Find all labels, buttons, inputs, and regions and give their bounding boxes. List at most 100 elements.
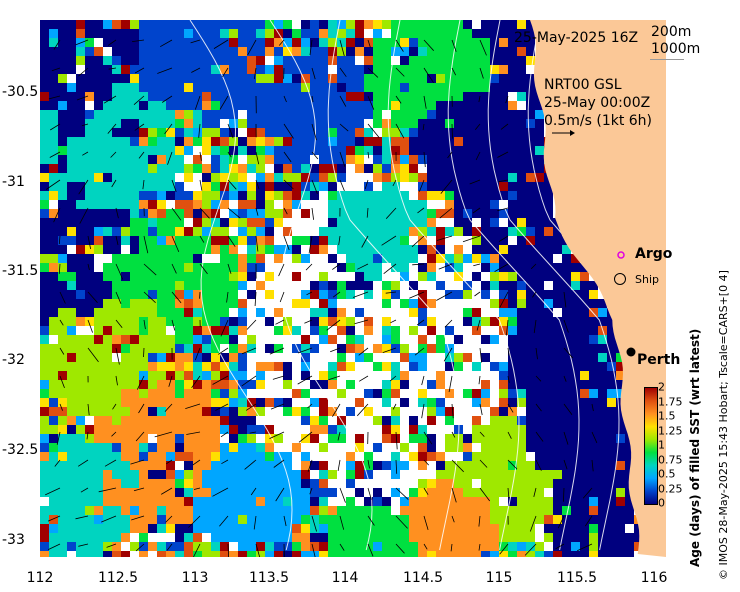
current-arrow xyxy=(366,207,369,218)
sst-cell xyxy=(202,326,211,335)
sst-cell xyxy=(184,299,193,308)
sst-patch xyxy=(571,416,589,434)
sst-cell xyxy=(607,515,616,524)
sst-cell xyxy=(256,191,265,200)
sst-patch xyxy=(139,263,157,281)
sst-cell xyxy=(580,272,589,281)
sst-cell xyxy=(292,407,301,416)
sst-cell xyxy=(274,236,283,245)
sst-cell xyxy=(328,182,337,191)
sst-cell xyxy=(463,398,472,407)
sst-cell xyxy=(382,488,391,497)
sst-cell xyxy=(391,443,400,452)
sst-cell xyxy=(319,317,328,326)
sst-cell xyxy=(364,20,373,29)
sst-cell xyxy=(598,344,607,353)
sst-cell xyxy=(490,20,499,29)
sst-cell xyxy=(247,245,256,254)
sst-patch xyxy=(445,83,463,101)
sst-cell xyxy=(67,416,76,425)
sst-cell xyxy=(319,344,328,353)
sst-cell xyxy=(301,263,310,272)
sst-cell xyxy=(400,461,409,470)
sst-cell xyxy=(472,335,481,344)
sst-cell xyxy=(517,92,526,101)
sst-cell xyxy=(526,119,535,128)
sst-map[interactable] xyxy=(40,20,666,557)
sst-cell xyxy=(481,371,490,380)
sst-cell xyxy=(481,263,490,272)
sst-cell xyxy=(310,236,319,245)
sst-cell xyxy=(247,290,256,299)
sst-cell xyxy=(562,263,571,272)
sst-cell xyxy=(580,371,589,380)
sst-cell xyxy=(625,452,634,461)
sst-cell xyxy=(571,515,580,524)
current-arrow xyxy=(82,151,89,156)
sst-cell xyxy=(544,281,553,290)
sst-cell xyxy=(319,461,328,470)
current-arrow xyxy=(53,207,61,223)
sst-patch xyxy=(166,245,184,263)
sst-cell xyxy=(490,272,499,281)
sst-cell xyxy=(265,146,274,155)
sst-cell xyxy=(301,434,310,443)
current-arrow xyxy=(421,375,425,386)
sst-cell xyxy=(40,209,49,218)
sst-cell xyxy=(382,353,391,362)
sst-cell xyxy=(319,380,328,389)
sst-cell xyxy=(292,47,301,56)
sst-cell xyxy=(580,308,589,317)
sst-cell xyxy=(562,542,571,551)
sst-cell xyxy=(49,200,58,209)
sst-cell xyxy=(517,389,526,398)
sst-cell xyxy=(607,407,616,416)
sst-patch xyxy=(40,146,58,164)
sst-cell xyxy=(301,452,310,461)
sst-patch xyxy=(94,83,112,101)
sst-cell xyxy=(382,335,391,344)
sst-cell xyxy=(292,362,301,371)
current-arrow xyxy=(227,235,236,247)
current-arrow xyxy=(358,347,369,356)
current-arrow xyxy=(255,235,259,252)
sst-cell xyxy=(139,533,148,542)
sst-cell xyxy=(265,407,274,416)
sst-cell xyxy=(319,272,328,281)
sst-cell xyxy=(229,317,238,326)
sst-cell xyxy=(247,308,256,317)
sst-cell xyxy=(49,38,58,47)
sst-cell xyxy=(292,344,301,353)
sst-cell xyxy=(310,515,319,524)
contour-line xyxy=(487,20,620,551)
sst-cell xyxy=(364,353,373,362)
sst-cell xyxy=(193,371,202,380)
sst-cell xyxy=(283,362,292,371)
sst-cell xyxy=(499,299,508,308)
sst-cell xyxy=(112,227,121,236)
sst-cell xyxy=(301,236,310,245)
sst-cell xyxy=(40,335,49,344)
sst-cell xyxy=(346,92,355,101)
sst-cell xyxy=(400,83,409,92)
sst-cell xyxy=(346,470,355,479)
sst-cell xyxy=(202,128,211,137)
sst-cell xyxy=(193,533,202,542)
sst-cell xyxy=(319,407,328,416)
sst-cell xyxy=(85,416,94,425)
sst-cell xyxy=(211,236,220,245)
sst-cell xyxy=(355,299,364,308)
sst-cell xyxy=(607,551,616,557)
sst-patch xyxy=(67,398,85,416)
sst-cell xyxy=(526,542,535,551)
sst-cell xyxy=(526,92,535,101)
sst-cell xyxy=(364,164,373,173)
sst-cell xyxy=(400,344,409,353)
sst-cell xyxy=(337,182,346,191)
sst-cell xyxy=(346,416,355,425)
sst-cell xyxy=(454,272,463,281)
sst-patch xyxy=(121,317,139,335)
sst-cell xyxy=(499,380,508,389)
sst-cell xyxy=(535,542,544,551)
sst-cell xyxy=(427,191,436,200)
